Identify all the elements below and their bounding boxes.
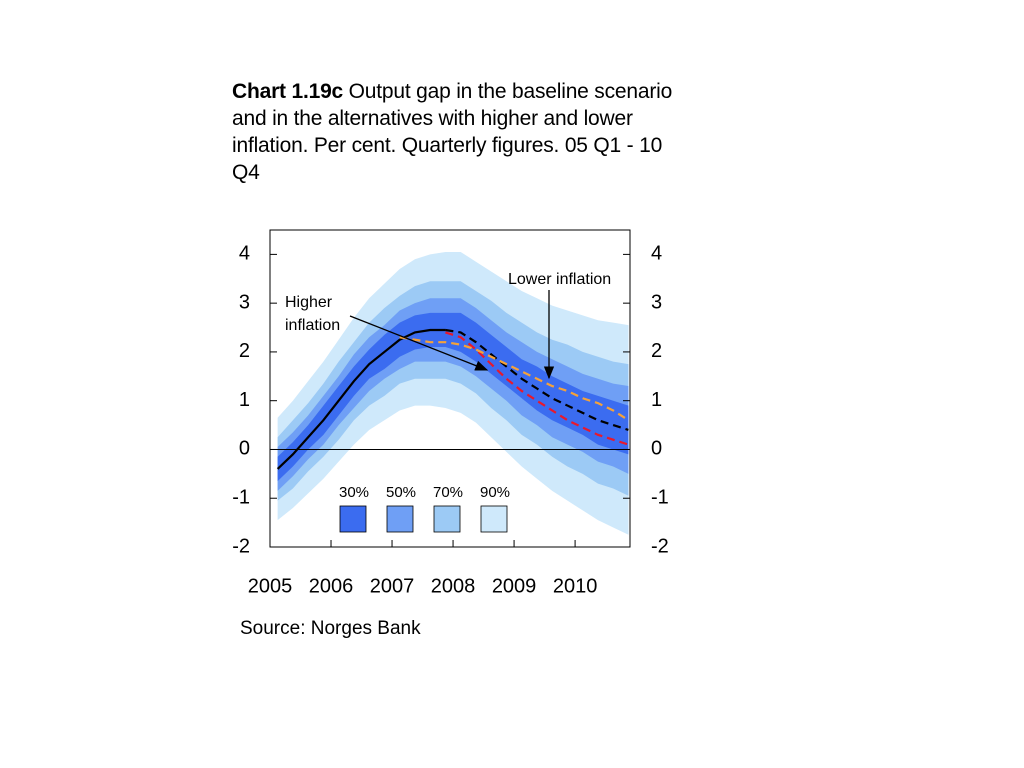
- y-tick-label: -1: [232, 487, 250, 509]
- x-tick-label: 2009: [492, 575, 537, 597]
- y2-tick-label: 1: [651, 389, 662, 411]
- source: Source: Norges Bank: [240, 618, 421, 639]
- chart-title: Chart 1.19c Output gap in the baseline s…: [232, 78, 677, 186]
- x-tick-label: 2010: [553, 575, 598, 597]
- annotation-arrow: [349, 315, 489, 371]
- legend-label: 70%: [433, 484, 463, 501]
- legend-swatch: [433, 505, 461, 533]
- fan-band: [277, 312, 629, 482]
- y-tick-label: 1: [239, 389, 250, 411]
- line: [445, 331, 629, 446]
- x-tick-label: 2006: [309, 575, 354, 597]
- y-tick-label: -2: [232, 535, 250, 557]
- legend-swatch: [386, 505, 414, 533]
- y2-tick-label: 2: [651, 340, 662, 362]
- fan-band: [277, 281, 629, 501]
- legend-label: 50%: [386, 484, 416, 501]
- annotation: Higher inflation: [285, 294, 341, 334]
- chart-title-text: Output gap in the baseline scenario and …: [232, 80, 673, 184]
- x-tick-label: 2005: [248, 575, 293, 597]
- y-tick-label: 3: [239, 291, 250, 313]
- y2-tick-label: 3: [651, 291, 662, 313]
- y-tick-label: 0: [239, 438, 250, 460]
- y2-tick-label: -1: [651, 487, 669, 509]
- annotation: Lower inflation: [508, 271, 612, 288]
- y2-tick-label: 0: [651, 438, 662, 460]
- legend-swatch: [480, 505, 508, 533]
- line: [399, 336, 630, 422]
- legend: 30% 50% 70% 90%: [339, 484, 510, 533]
- axes: -2 -2 -1 -1 0 0 1 1 2 2 3 3 4 4 2005 2006 2007 2008 2009 20…: [232, 243, 669, 598]
- x-tick-label: 2007: [370, 575, 415, 597]
- y-tick-label: 4: [239, 243, 250, 265]
- legend-swatch: [339, 505, 367, 533]
- y-tick-label: 2: [239, 340, 250, 362]
- legend-label: 30%: [339, 484, 369, 501]
- fan-band: [277, 298, 629, 491]
- y2-tick-label: -2: [651, 535, 669, 557]
- x-tick-label: 2008: [431, 575, 476, 597]
- plot-frame: [269, 229, 631, 548]
- lines: [276, 328, 630, 470]
- line: [445, 328, 629, 432]
- chart-title-label: Chart 1.19c: [232, 80, 344, 103]
- y2-tick-label: 4: [651, 243, 662, 265]
- legend-label: 90%: [480, 484, 510, 501]
- line: [276, 328, 446, 470]
